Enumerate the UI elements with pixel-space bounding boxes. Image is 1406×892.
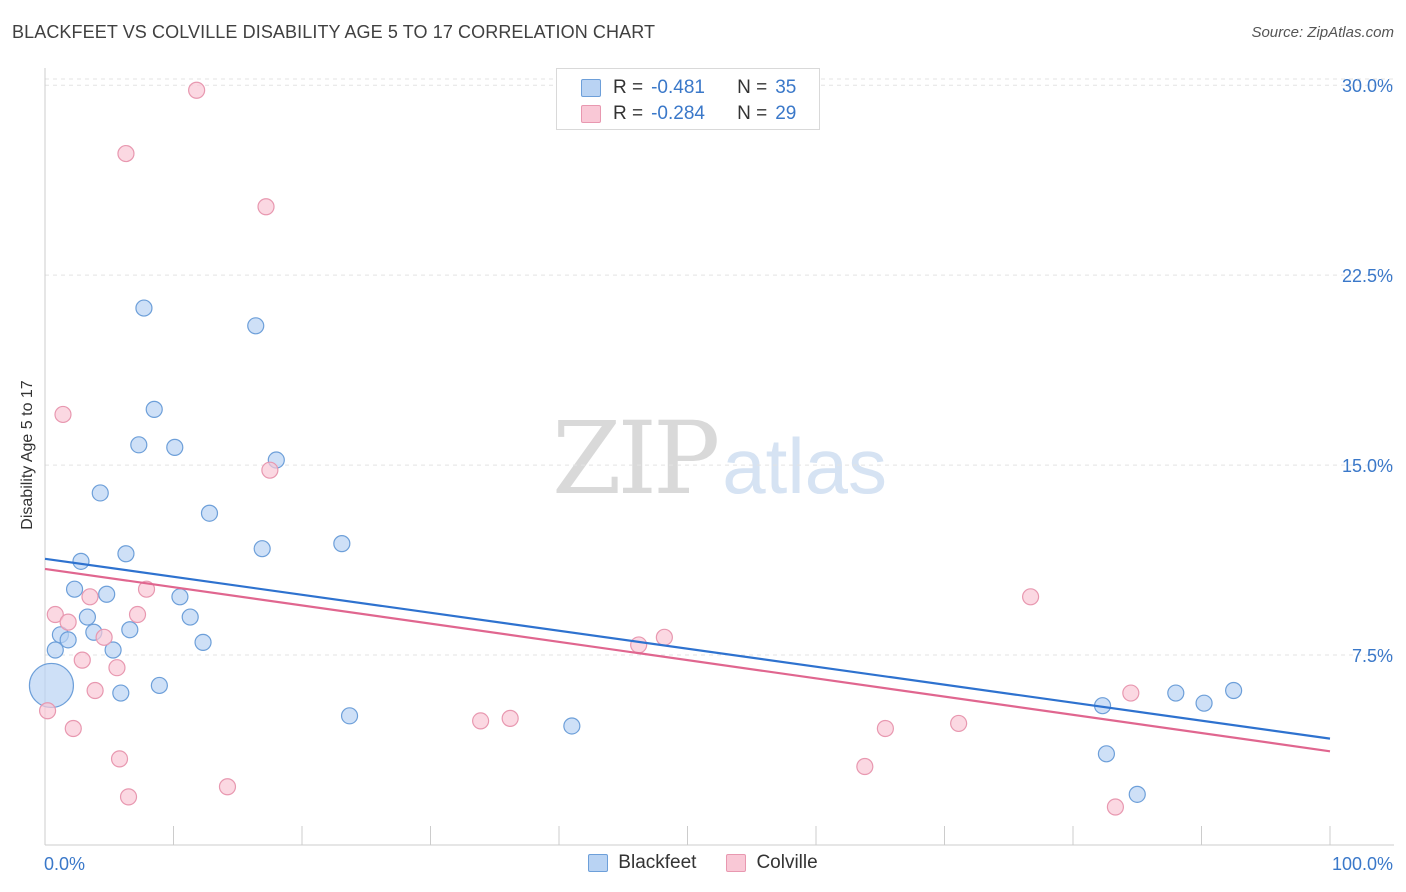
blackfeet-r-value: -0.481 (651, 77, 705, 98)
blackfeet-point (135, 299, 153, 317)
blackfeet-point (65, 580, 84, 598)
legend-item-blackfeet[interactable]: Blackfeet (588, 852, 696, 874)
blackfeet-n-value: 35 (775, 77, 797, 98)
blackfeet-point (112, 684, 130, 702)
blackfeet-point (78, 608, 97, 626)
colville-point (856, 757, 874, 776)
blackfeet-legend-label: Blackfeet (618, 852, 697, 873)
colville-legend-label: Colville (756, 852, 818, 873)
colville-point (1122, 684, 1140, 702)
blackfeet-point (104, 641, 122, 659)
colville-legend-swatch (726, 854, 747, 872)
legend-row-blackfeet: R = -0.481 N = 35 (581, 75, 796, 101)
y-tick-label: 7.5% (1352, 646, 1393, 666)
blackfeet-point (247, 317, 265, 335)
colville-swatch (581, 105, 601, 123)
legend-row-colville: R = -0.284 N = 29 (581, 101, 796, 127)
blackfeet-legend-swatch (588, 854, 609, 872)
colville-point (1106, 798, 1125, 816)
blackfeet-point (150, 676, 168, 695)
series-legend: Blackfeet Colville (0, 852, 1406, 874)
blackfeet-swatch (581, 79, 601, 97)
x-tick-label: 0.0% (44, 854, 85, 874)
blackfeet-point (340, 707, 359, 725)
blackfeet-point (1128, 785, 1146, 803)
colville-trend-line (44, 567, 1331, 753)
colville-point (81, 588, 99, 606)
blackfeet-point (1225, 681, 1243, 700)
colville-point (86, 681, 104, 700)
colville-point (257, 198, 275, 216)
y-tick-label: 15.0% (1342, 456, 1393, 476)
colville-point (1021, 588, 1040, 606)
colville-point (137, 580, 156, 598)
colville-point (501, 709, 519, 727)
colville-point (46, 605, 64, 624)
colville-point (472, 712, 490, 730)
colville-point (876, 719, 894, 738)
colville-point (64, 719, 82, 738)
blackfeet-point (1195, 694, 1213, 712)
colville-point (950, 714, 968, 733)
colville-point (630, 636, 648, 654)
colville-point (218, 778, 237, 796)
colville-point (117, 144, 135, 163)
colville-point (110, 750, 129, 768)
colville-point (54, 405, 72, 424)
n-label: N = (737, 77, 768, 98)
colville-point (38, 702, 57, 720)
blackfeet-point (194, 633, 212, 651)
chart-title: BLACKFEET VS COLVILLE DISABILITY AGE 5 T… (12, 22, 656, 42)
colville-point (95, 628, 113, 646)
blackfeet-point (46, 641, 64, 659)
colville-n-value: 29 (775, 103, 797, 124)
colville-point (73, 651, 91, 669)
colville-point (128, 605, 147, 624)
blackfeet-point (171, 588, 189, 606)
blackfeet-point (200, 504, 219, 522)
n-label: N = (737, 103, 768, 124)
source-label: Source: ZipAtlas.com (1251, 24, 1394, 41)
y-tick-label: 30.0% (1342, 76, 1393, 96)
colville-point (108, 659, 126, 677)
blackfeet-point (121, 621, 139, 639)
blackfeet-point (253, 540, 271, 558)
blackfeet-point (91, 484, 109, 502)
blackfeet-point (333, 535, 351, 553)
blackfeet-point (181, 608, 199, 626)
blackfeet-point (130, 436, 148, 454)
colville-point (188, 81, 206, 99)
r-label: R = (613, 77, 644, 98)
colville-point (119, 788, 138, 806)
legend-item-colville[interactable]: Colville (726, 852, 818, 874)
y-tick-label: 22.5% (1342, 266, 1393, 286)
correlation-legend: R = -0.481 N = 35 R = -0.284 N = 29 (556, 68, 820, 130)
blackfeet-point (98, 585, 116, 603)
blackfeet-point (59, 631, 77, 649)
blackfeet-point (563, 717, 581, 735)
colville-r-value: -0.284 (651, 103, 705, 124)
watermark-zip: ZIP (552, 400, 720, 517)
watermark-atlas: atlas (722, 422, 888, 510)
x-tick-label: 100.0% (1332, 854, 1393, 874)
colville-point (261, 461, 279, 479)
blackfeet-point (145, 400, 163, 418)
colville-point (59, 613, 77, 631)
blackfeet-point (28, 662, 75, 709)
r-label: R = (613, 103, 644, 124)
blackfeet-point (1097, 745, 1116, 763)
watermark: ZIPatlas (552, 400, 887, 517)
blackfeet-point (166, 438, 184, 456)
blackfeet-trend-line (44, 557, 1331, 740)
blackfeet-point (1167, 684, 1185, 702)
blackfeet-point (72, 552, 90, 570)
blackfeet-point (117, 545, 135, 563)
colville-point (655, 628, 673, 646)
